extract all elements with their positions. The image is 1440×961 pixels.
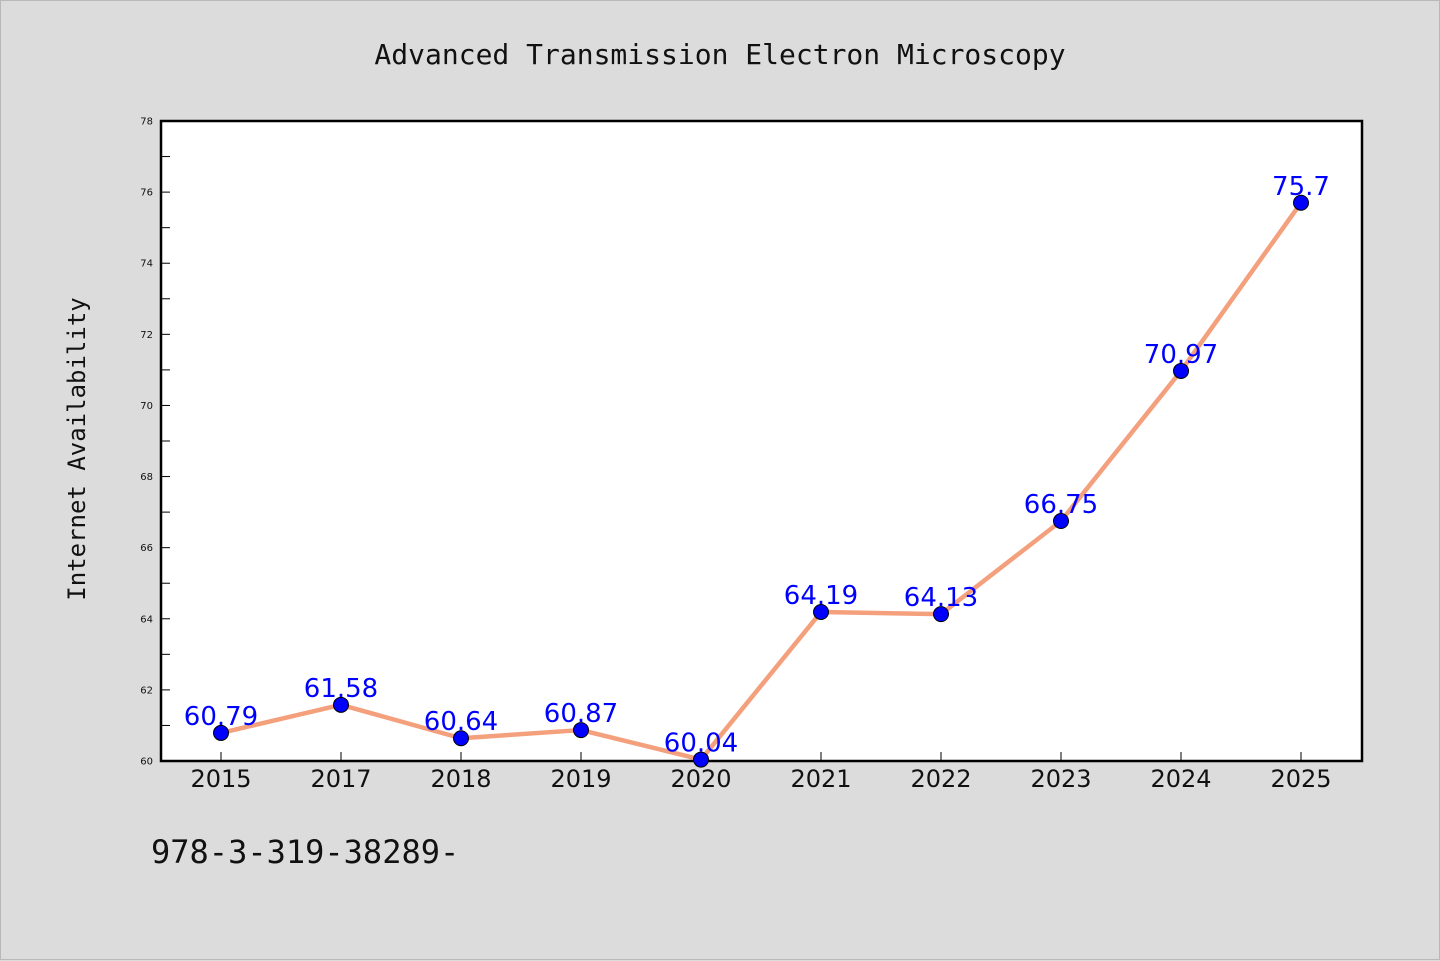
x-tick-label: 2023 — [1030, 765, 1091, 793]
data-point — [573, 722, 589, 739]
x-tick-label: 2021 — [790, 765, 851, 793]
y-tick-label: 70 — [140, 401, 153, 412]
x-tick-label: 2018 — [430, 765, 491, 793]
x-tick-label: 2024 — [1150, 765, 1211, 793]
data-point — [1173, 362, 1189, 379]
data-label: 60.87 — [544, 699, 618, 729]
data-label: 61.58 — [304, 674, 378, 704]
data-point — [933, 606, 949, 623]
x-tick-label: 2022 — [910, 765, 971, 793]
series-line — [218, 200, 1304, 762]
data-label: 60.64 — [424, 707, 498, 737]
data-label: 64.19 — [784, 581, 858, 611]
y-tick-label: 62 — [140, 685, 153, 696]
x-tick-label: 2015 — [190, 765, 251, 793]
plot-area — [159, 119, 1364, 763]
data-label: 60.04 — [664, 729, 738, 759]
footer-code: 978-3-319-38289- — [151, 833, 460, 871]
y-tick-label: 68 — [140, 472, 153, 483]
data-point — [333, 696, 349, 713]
y-tick-label: 72 — [140, 330, 153, 341]
y-tick-label: 74 — [140, 259, 153, 270]
data-point — [213, 724, 229, 741]
data-point — [453, 730, 469, 747]
data-point — [693, 751, 709, 768]
y-tick-label: 60 — [140, 757, 153, 768]
y-axis-label: Internet Availability — [63, 297, 91, 600]
y-tick-label: 64 — [140, 614, 153, 625]
x-tick-label: 2019 — [550, 765, 611, 793]
data-label: 70.97 — [1144, 340, 1218, 370]
x-tick-label: 2025 — [1270, 765, 1331, 793]
data-point — [1053, 513, 1069, 529]
data-labels: 60.79 61.58 60.64 60.87 60.04 64.19 64.13 66.75… — [184, 172, 1330, 759]
y-tick-label: 76 — [140, 188, 153, 199]
x-tick-label: 2020 — [670, 765, 731, 793]
series-line-group — [218, 200, 1304, 762]
series-markers — [213, 194, 1309, 768]
data-label: 60.79 — [184, 702, 258, 732]
data-label: 64.13 — [904, 583, 978, 613]
axes: 60 62 64 66 68 70 72 74 76 78 2015 2017 2018 2019 2020… — [140, 117, 1364, 793]
data-label: 75.7 — [1272, 172, 1330, 202]
y-tick-label: 66 — [140, 543, 153, 554]
data-point — [813, 604, 829, 621]
data-point — [1293, 194, 1309, 211]
data-label: 66.75 — [1024, 490, 1098, 520]
y-tick-label: 78 — [140, 117, 153, 128]
x-tick-label: 2017 — [310, 765, 371, 793]
chart-title: Advanced Transmission Electron Microscop… — [374, 38, 1065, 71]
